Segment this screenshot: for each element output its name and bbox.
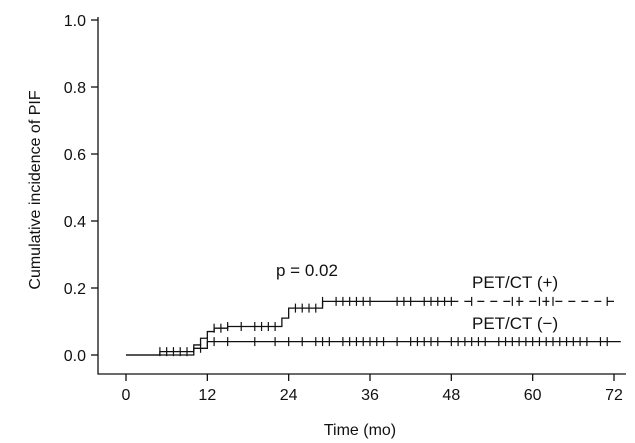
step-line bbox=[126, 301, 451, 355]
x-tick-label: 12 bbox=[198, 387, 216, 404]
series-label-pet-ct-positive: PET/CT (+) bbox=[472, 273, 558, 292]
y-tick-label: 0.2 bbox=[64, 281, 86, 298]
x-tick-label: 72 bbox=[605, 387, 623, 404]
y-tick-label: 0.6 bbox=[64, 147, 86, 164]
x-tick-label: 36 bbox=[361, 387, 379, 404]
y-tick-label: 0.4 bbox=[64, 214, 86, 231]
y-tick-label: 0.8 bbox=[64, 80, 86, 97]
series-label-pet-ct-negative: PET/CT (−) bbox=[472, 314, 558, 333]
x-tick-label: 0 bbox=[122, 387, 131, 404]
x-tick-label: 24 bbox=[280, 387, 298, 404]
y-tick-label: 1.0 bbox=[64, 13, 86, 30]
y-tick-label: 0.0 bbox=[64, 348, 86, 365]
x-axis-label: Time (mo) bbox=[324, 422, 396, 439]
y-axis-label: Cumulative incidence of PIF bbox=[27, 90, 44, 289]
x-tick-label: 60 bbox=[524, 387, 542, 404]
x-tick-label: 48 bbox=[442, 387, 460, 404]
p-value-annotation: p = 0.02 bbox=[276, 261, 338, 280]
